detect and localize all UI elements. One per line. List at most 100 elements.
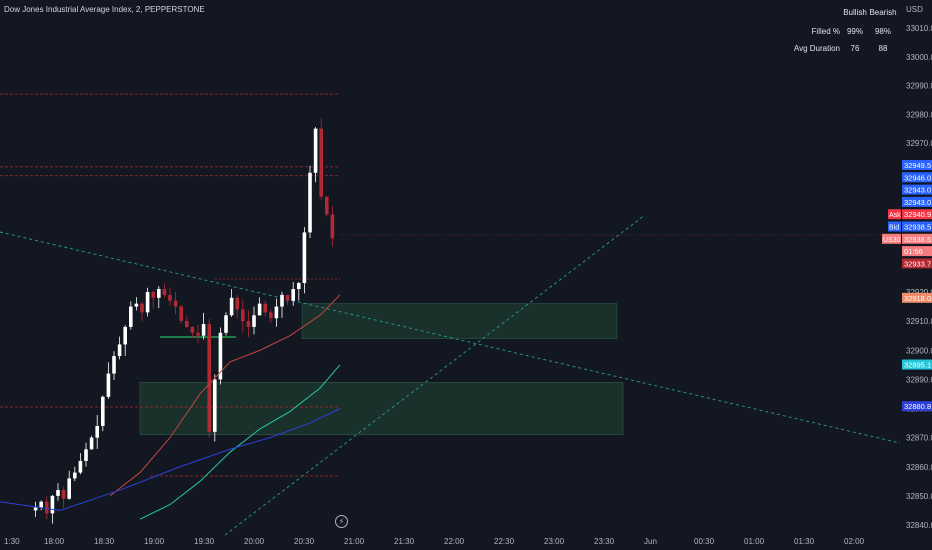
candle-body bbox=[45, 501, 49, 514]
price-tag: US30 bbox=[883, 237, 901, 244]
stats-cell-bearish: 98% bbox=[874, 27, 891, 36]
candle-body bbox=[134, 303, 139, 307]
ema-line bbox=[109, 294, 341, 497]
candle-body bbox=[330, 214, 335, 239]
x-tick-label: 23:30 bbox=[594, 537, 615, 546]
stats-row-label: Filled % bbox=[811, 27, 840, 36]
candle-body bbox=[302, 232, 307, 284]
y-tick-label: 32980.0 bbox=[906, 110, 932, 119]
candle-body bbox=[140, 303, 144, 313]
candle-body bbox=[224, 315, 228, 333]
candle-body bbox=[61, 490, 66, 499]
ema-line bbox=[0, 408, 341, 511]
x-tick-label: 01:30 bbox=[794, 537, 815, 546]
candle-body bbox=[129, 306, 133, 327]
y-tick-label: 32870.0 bbox=[906, 434, 932, 443]
candle-body bbox=[280, 294, 284, 307]
candle-body bbox=[235, 297, 239, 310]
price-tag-box bbox=[888, 221, 901, 232]
price-label-box bbox=[902, 160, 932, 170]
candle-body bbox=[39, 501, 43, 508]
price-label: 32938.5 bbox=[904, 223, 931, 232]
ema-line bbox=[139, 364, 341, 520]
price-label-box bbox=[902, 246, 932, 257]
replay-icon[interactable]: ⚡ bbox=[335, 515, 348, 528]
candle-body bbox=[297, 283, 301, 290]
candle-body bbox=[89, 437, 94, 450]
candle-body bbox=[207, 324, 211, 432]
chart-title: Dow Jones Industrial Average Index, 2, P… bbox=[4, 5, 205, 14]
x-tick-label: 18:00 bbox=[44, 537, 65, 546]
candle-body bbox=[162, 289, 167, 295]
price-label: 32949.5 bbox=[904, 161, 931, 170]
candle-body bbox=[106, 373, 111, 397]
trend-line bbox=[224, 214, 646, 536]
x-tick-label: 23:00 bbox=[544, 537, 565, 546]
x-tick-label: 00:30 bbox=[694, 537, 715, 546]
candle-body bbox=[117, 344, 122, 357]
price-label: 32918.0 bbox=[904, 294, 931, 303]
price-label: 32943.0 bbox=[904, 198, 931, 207]
price-label: 32895.1 bbox=[904, 361, 931, 370]
candle-body bbox=[173, 300, 178, 307]
candle-body bbox=[241, 309, 245, 322]
candle-body bbox=[196, 332, 200, 336]
price-label: 32940.9 bbox=[904, 210, 931, 219]
candle-body bbox=[84, 449, 88, 461]
candle-body bbox=[179, 306, 183, 322]
price-label: 32943.0 bbox=[904, 186, 931, 195]
candle-body bbox=[33, 507, 38, 511]
x-tick-label: 21:00 bbox=[344, 537, 365, 546]
candle-body bbox=[319, 128, 323, 197]
candle-body bbox=[201, 324, 206, 336]
price-label-box bbox=[902, 359, 932, 370]
candle-body bbox=[213, 379, 217, 432]
stats-cell-bullish: 99% bbox=[846, 27, 863, 36]
candle-body bbox=[252, 315, 256, 327]
candle-body bbox=[185, 321, 189, 327]
candle-body bbox=[78, 460, 83, 473]
x-tick-label: 22:00 bbox=[444, 537, 465, 546]
price-label-box bbox=[902, 196, 932, 207]
x-tick-label: Jun bbox=[644, 537, 657, 546]
price-label-box bbox=[902, 209, 932, 220]
x-tick-label: 19:30 bbox=[194, 537, 215, 546]
y-tick-label: 33010.0 bbox=[906, 24, 932, 33]
candle-body bbox=[101, 396, 105, 426]
y-tick-label: 32860.0 bbox=[906, 463, 932, 472]
price-label-box bbox=[902, 221, 932, 232]
y-tick-label: 32890.0 bbox=[906, 375, 932, 384]
candle-body bbox=[67, 478, 71, 499]
candle-body bbox=[218, 332, 223, 380]
x-tick-label: 19:00 bbox=[144, 537, 165, 546]
candle-body bbox=[325, 196, 329, 215]
y-tick-label: 32920.0 bbox=[906, 288, 932, 297]
candle-body bbox=[56, 490, 60, 496]
candle-body bbox=[308, 172, 312, 233]
candle-body bbox=[291, 289, 295, 301]
price-label: 32880.8 bbox=[904, 402, 931, 411]
x-tick-label: 20:00 bbox=[244, 537, 265, 546]
price-label-box bbox=[902, 292, 932, 303]
x-tick-label: 01:00 bbox=[744, 537, 765, 546]
x-tick-label: 21:30 bbox=[394, 537, 415, 546]
price-label: 32938.5 bbox=[904, 235, 931, 244]
stats-header-bullish: Bullish bbox=[843, 8, 867, 17]
candle-body bbox=[73, 472, 77, 479]
currency-label: USD bbox=[906, 5, 923, 14]
price-label-box bbox=[902, 233, 932, 244]
stats-cell-bearish: 88 bbox=[878, 44, 888, 53]
x-tick-label: 20:30 bbox=[294, 537, 315, 546]
candle-body bbox=[229, 297, 234, 316]
price-label-box bbox=[902, 184, 932, 195]
stats-cell-bullish: 76 bbox=[850, 44, 860, 53]
candle-body bbox=[269, 312, 273, 319]
candle-body bbox=[190, 326, 195, 333]
price-tag: Ask bbox=[889, 212, 901, 219]
price-label-box bbox=[902, 258, 932, 269]
candle-body bbox=[274, 306, 279, 319]
candle-body bbox=[257, 303, 262, 316]
candle-body bbox=[157, 289, 161, 298]
candle-body bbox=[95, 425, 99, 438]
